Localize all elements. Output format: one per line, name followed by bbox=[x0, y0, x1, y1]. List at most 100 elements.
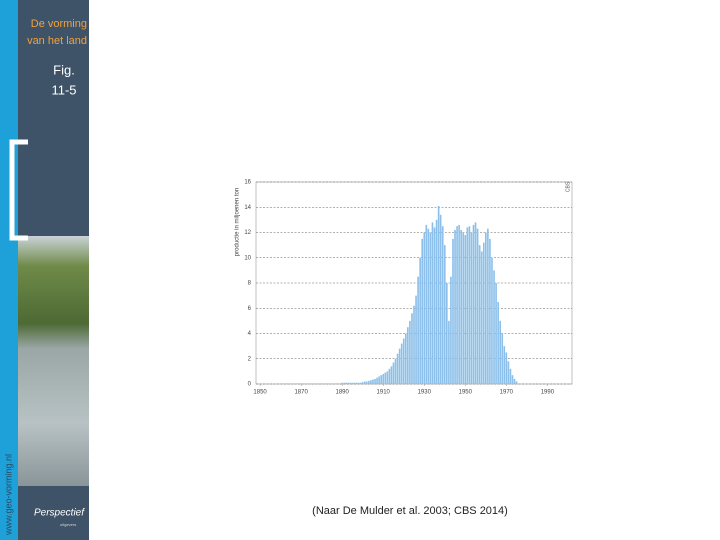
side-strip bbox=[0, 0, 18, 540]
fig-label: Fig. bbox=[53, 62, 75, 77]
bar bbox=[298, 383, 300, 384]
fig-number: 11-5 bbox=[51, 82, 76, 97]
bar bbox=[308, 383, 311, 384]
bar bbox=[402, 338, 405, 384]
bar bbox=[331, 383, 333, 384]
bar bbox=[351, 382, 354, 384]
bar bbox=[283, 383, 286, 384]
bar bbox=[513, 378, 516, 384]
bar bbox=[296, 383, 298, 384]
bar bbox=[413, 305, 415, 384]
bar bbox=[450, 276, 452, 384]
bar bbox=[343, 382, 346, 384]
bar bbox=[339, 383, 341, 384]
bar bbox=[491, 257, 493, 384]
bar bbox=[363, 381, 366, 384]
bar bbox=[437, 205, 440, 384]
bar bbox=[509, 368, 512, 384]
bracket bbox=[9, 139, 28, 241]
bar bbox=[335, 383, 337, 384]
bar bbox=[316, 383, 319, 384]
bar bbox=[419, 257, 421, 384]
bar bbox=[322, 383, 325, 384]
y-tick-label: 16 bbox=[244, 180, 251, 186]
bar bbox=[503, 346, 506, 384]
bar bbox=[480, 251, 483, 384]
bar bbox=[382, 373, 385, 384]
logo: Perspectief bbox=[34, 508, 85, 519]
bar bbox=[312, 383, 315, 384]
bar bbox=[345, 382, 348, 384]
bar bbox=[306, 383, 309, 384]
bar bbox=[464, 235, 467, 384]
x-tick-label: 1890 bbox=[336, 390, 350, 396]
bar bbox=[320, 383, 323, 384]
bar bbox=[458, 224, 460, 384]
side-panel bbox=[18, 0, 89, 236]
bar bbox=[279, 383, 282, 384]
bar bbox=[285, 383, 288, 384]
bar bbox=[324, 383, 327, 384]
bar bbox=[333, 383, 335, 384]
bar bbox=[460, 229, 463, 384]
title-line: van het land bbox=[27, 35, 87, 47]
bar bbox=[359, 382, 362, 384]
y-tick-label: 8 bbox=[248, 281, 252, 287]
bar bbox=[378, 376, 380, 384]
y-tick-label: 14 bbox=[244, 205, 251, 211]
bar bbox=[374, 378, 376, 384]
caption: (Naar De Mulder et al. 2003; CBS 2014) bbox=[312, 505, 508, 517]
bar bbox=[466, 227, 469, 384]
bar bbox=[501, 333, 504, 384]
y-tick-label: 4 bbox=[248, 331, 252, 337]
bar bbox=[462, 232, 465, 384]
bar bbox=[300, 383, 302, 384]
bar bbox=[404, 333, 407, 384]
logo-sub: uitgevers bbox=[60, 522, 76, 527]
bar bbox=[423, 232, 426, 384]
bar bbox=[452, 238, 454, 384]
x-tick-label: 1850 bbox=[253, 390, 267, 396]
bar bbox=[292, 383, 294, 384]
bar bbox=[329, 383, 331, 384]
bar bbox=[421, 238, 424, 384]
bar bbox=[290, 383, 292, 384]
bar bbox=[409, 320, 411, 384]
bar bbox=[427, 228, 430, 384]
x-tick-label: 1910 bbox=[377, 390, 391, 396]
bar bbox=[365, 381, 368, 384]
y-tick-label: 6 bbox=[248, 306, 252, 312]
bar bbox=[288, 383, 290, 384]
bar bbox=[511, 375, 514, 384]
bar bbox=[394, 358, 397, 384]
bar bbox=[484, 232, 487, 384]
bar bbox=[407, 327, 409, 384]
logo-panel bbox=[18, 486, 89, 540]
bar bbox=[454, 229, 456, 384]
bar bbox=[489, 238, 491, 384]
bar bbox=[396, 353, 399, 384]
x-tick-label: 1990 bbox=[541, 390, 555, 396]
bar bbox=[415, 295, 417, 384]
bar bbox=[507, 361, 510, 384]
bar bbox=[468, 226, 471, 384]
bar bbox=[368, 380, 370, 384]
bar bbox=[376, 377, 378, 384]
bar bbox=[417, 276, 419, 384]
bar bbox=[431, 222, 434, 384]
photo bbox=[18, 236, 89, 486]
bar bbox=[505, 352, 508, 384]
bar bbox=[398, 348, 401, 384]
y-tick-label: 2 bbox=[248, 356, 252, 362]
y-tick-label: 0 bbox=[248, 382, 252, 388]
bar bbox=[433, 227, 436, 384]
bar bbox=[310, 383, 313, 384]
bar bbox=[411, 313, 413, 384]
bar bbox=[388, 368, 391, 384]
bar bbox=[357, 382, 360, 384]
bar bbox=[448, 320, 450, 384]
bar bbox=[487, 228, 489, 384]
bar bbox=[326, 383, 329, 384]
bar bbox=[294, 383, 296, 384]
